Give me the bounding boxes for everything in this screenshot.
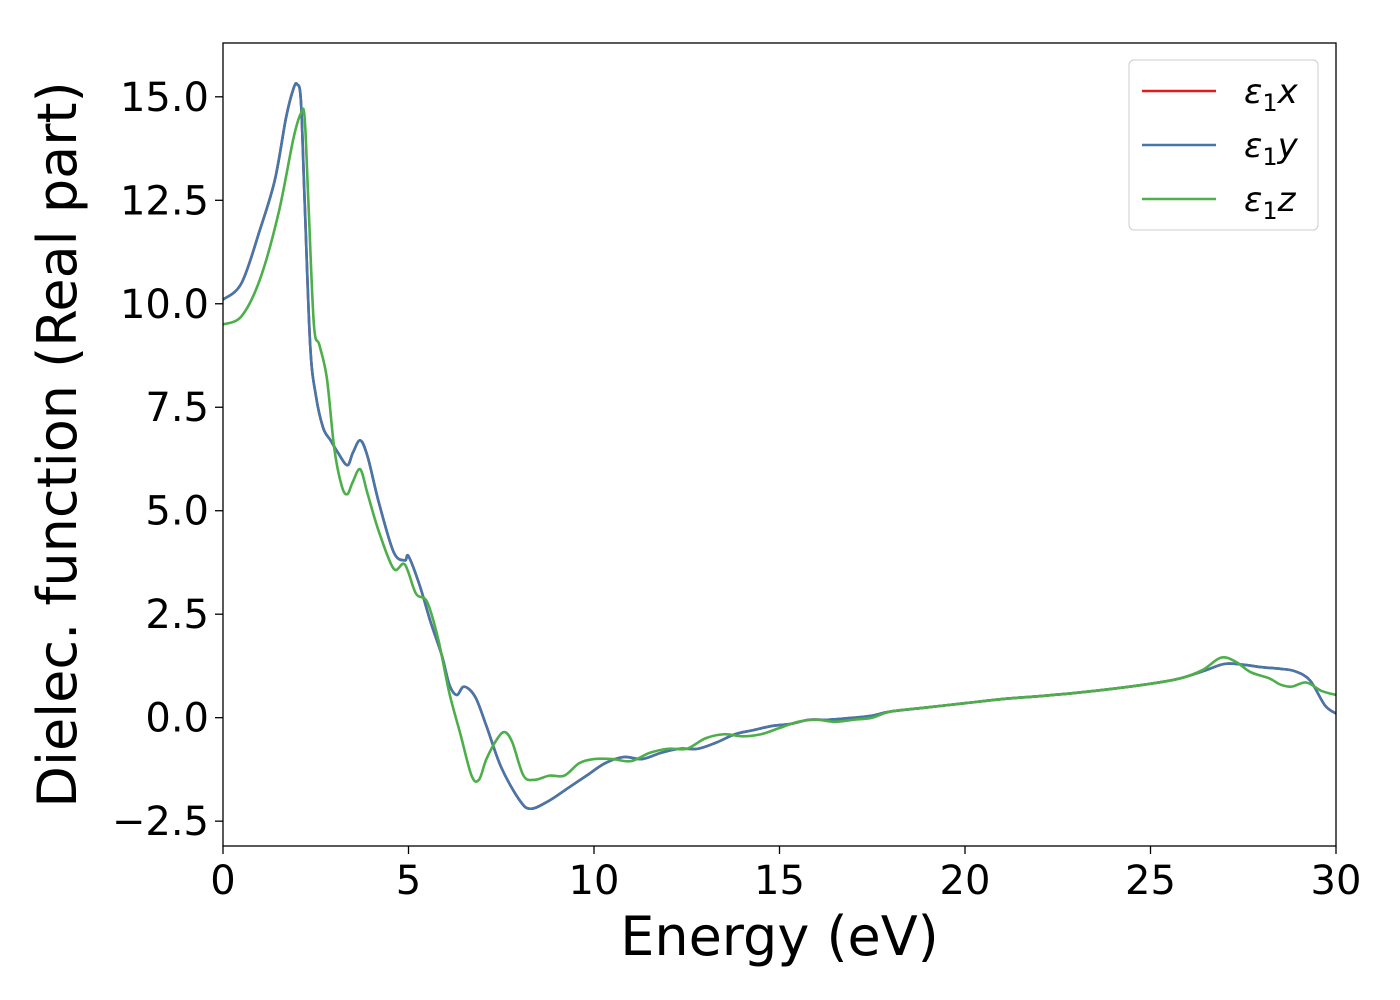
x-tick-label: 20 [940, 858, 991, 904]
y-axis: −2.5 0.0 2.5 5.0 7.5 10.0 12.5 15.0 [112, 75, 223, 845]
y-tick-label: 7.5 [145, 385, 209, 431]
series-layer [223, 82, 1336, 811]
x-tick-label: 5 [396, 858, 421, 904]
y-tick-label: 12.5 [120, 178, 209, 224]
y-tick-label: 5.0 [145, 489, 209, 535]
x-tick-label: 25 [1125, 858, 1176, 904]
x-tick-label: 15 [754, 858, 805, 904]
y-tick-label: 0.0 [145, 696, 209, 742]
x-axis: 0 5 10 15 20 25 30 [210, 846, 1361, 904]
y-tick-label: 15.0 [120, 75, 209, 121]
legend: ε1x ε1y ε1z [1128, 59, 1319, 231]
y-tick-label: −2.5 [112, 799, 209, 845]
x-axis-label: Energy (eV) [620, 905, 939, 968]
legend-frame [1128, 59, 1319, 231]
x-tick-label: 30 [1311, 858, 1362, 904]
x-tick-label: 10 [569, 858, 620, 904]
legend-label-x: ε1x [1244, 72, 1299, 117]
y-tick-label: 10.0 [120, 282, 209, 328]
y-axis-label: Dielec. function (Real part) [26, 81, 89, 807]
x-tick-label: 0 [210, 858, 235, 904]
legend-label-z: ε1z [1244, 180, 1297, 225]
y-tick-label: 2.5 [145, 592, 209, 638]
legend-label-y: ε1y [1244, 126, 1299, 171]
series-line-z [223, 107, 1336, 783]
